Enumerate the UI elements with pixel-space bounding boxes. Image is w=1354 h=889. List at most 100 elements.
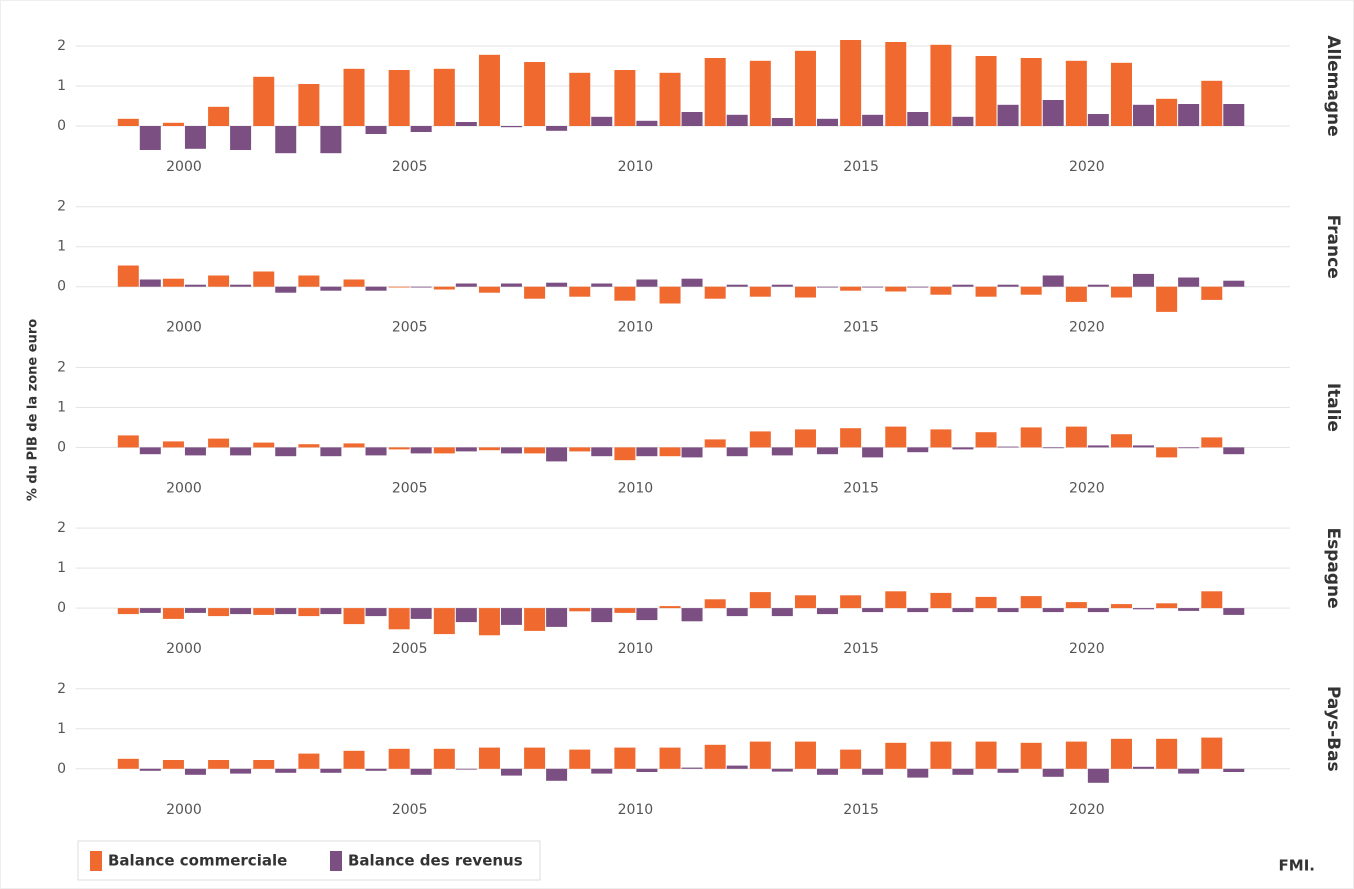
bar <box>569 447 591 452</box>
bar <box>298 444 320 448</box>
legend-box <box>77 840 541 881</box>
bar <box>614 608 636 613</box>
bar <box>1042 275 1064 287</box>
bar <box>930 429 952 448</box>
bar <box>975 286 997 297</box>
x-tick-label: 2005 <box>392 641 428 657</box>
bar <box>636 447 658 457</box>
bar <box>546 608 568 627</box>
bar <box>455 608 477 623</box>
bar <box>614 286 636 301</box>
x-tick-label: 2020 <box>1069 641 1105 657</box>
bar <box>997 104 1019 126</box>
bar <box>636 120 658 126</box>
y-tick-label: 0 <box>57 118 66 134</box>
bar <box>184 126 206 149</box>
bar <box>455 768 477 770</box>
x-tick-label: 2010 <box>618 480 654 496</box>
bar <box>885 426 907 448</box>
bar <box>275 286 297 293</box>
x-tick-label: 2010 <box>618 159 654 175</box>
bar <box>410 768 432 775</box>
y-tick-label: 0 <box>57 761 66 777</box>
y-tick-label: 1 <box>57 560 66 576</box>
bar <box>1156 447 1178 458</box>
bar <box>1132 445 1154 448</box>
bar <box>659 747 681 769</box>
bar <box>997 446 1019 448</box>
y-tick-label: 1 <box>57 721 66 737</box>
legend-label: Balance des revenus <box>348 852 523 870</box>
bar <box>862 286 884 288</box>
bar <box>1042 100 1064 126</box>
legend-swatch <box>330 851 342 871</box>
bar <box>1156 603 1178 609</box>
bar <box>139 279 161 287</box>
bar <box>343 608 365 625</box>
bar <box>726 284 748 287</box>
panel-title: Espagne <box>1323 528 1343 609</box>
panel-title: Italie <box>1323 383 1343 432</box>
x-tick-label: 2000 <box>166 480 202 496</box>
bar <box>1132 273 1154 287</box>
bar <box>1223 608 1245 615</box>
bar <box>749 60 771 126</box>
panel-title: Pays-Bas <box>1323 686 1343 772</box>
bar <box>659 72 681 126</box>
bar <box>794 286 816 298</box>
bar <box>1042 768 1064 777</box>
bar <box>771 447 793 456</box>
bar <box>162 441 184 448</box>
bar <box>275 126 297 154</box>
bar <box>139 608 161 613</box>
bar <box>320 608 342 615</box>
bar <box>433 447 455 454</box>
y-tick-label: 1 <box>57 399 66 415</box>
bar <box>726 765 748 769</box>
bar <box>636 768 658 772</box>
bar <box>816 118 838 126</box>
bar <box>1223 104 1245 126</box>
bar <box>500 283 522 287</box>
x-tick-label: 2005 <box>392 480 428 496</box>
bar <box>500 768 522 776</box>
bar <box>614 747 636 769</box>
bar <box>907 112 929 126</box>
bar <box>139 768 161 771</box>
bar <box>591 768 613 774</box>
bar <box>117 758 139 769</box>
bar <box>433 286 455 290</box>
y-tick-label: 1 <box>57 239 66 255</box>
bar <box>524 286 546 299</box>
bar <box>410 286 432 288</box>
bar <box>840 428 862 448</box>
bar <box>433 748 455 769</box>
bar <box>726 608 748 617</box>
bar <box>1065 602 1087 609</box>
bar <box>930 44 952 126</box>
bar <box>794 595 816 609</box>
bar <box>298 753 320 769</box>
bar <box>1201 437 1223 448</box>
bar <box>659 606 681 609</box>
bar <box>862 768 884 775</box>
bar <box>455 447 477 452</box>
x-tick-label: 2005 <box>392 159 428 175</box>
bar <box>162 760 184 769</box>
x-tick-label: 2020 <box>1069 159 1105 175</box>
bar <box>208 608 230 617</box>
bar <box>546 768 568 781</box>
x-tick-label: 2000 <box>166 159 202 175</box>
bar <box>139 447 161 455</box>
bar <box>952 284 974 287</box>
bar <box>1020 742 1042 769</box>
bar <box>569 72 591 126</box>
bar <box>952 608 974 613</box>
bar <box>569 749 591 769</box>
bar <box>771 768 793 772</box>
bar <box>591 608 613 623</box>
bar <box>569 286 591 297</box>
bar <box>455 283 477 287</box>
bar <box>907 768 929 778</box>
bar <box>997 284 1019 287</box>
